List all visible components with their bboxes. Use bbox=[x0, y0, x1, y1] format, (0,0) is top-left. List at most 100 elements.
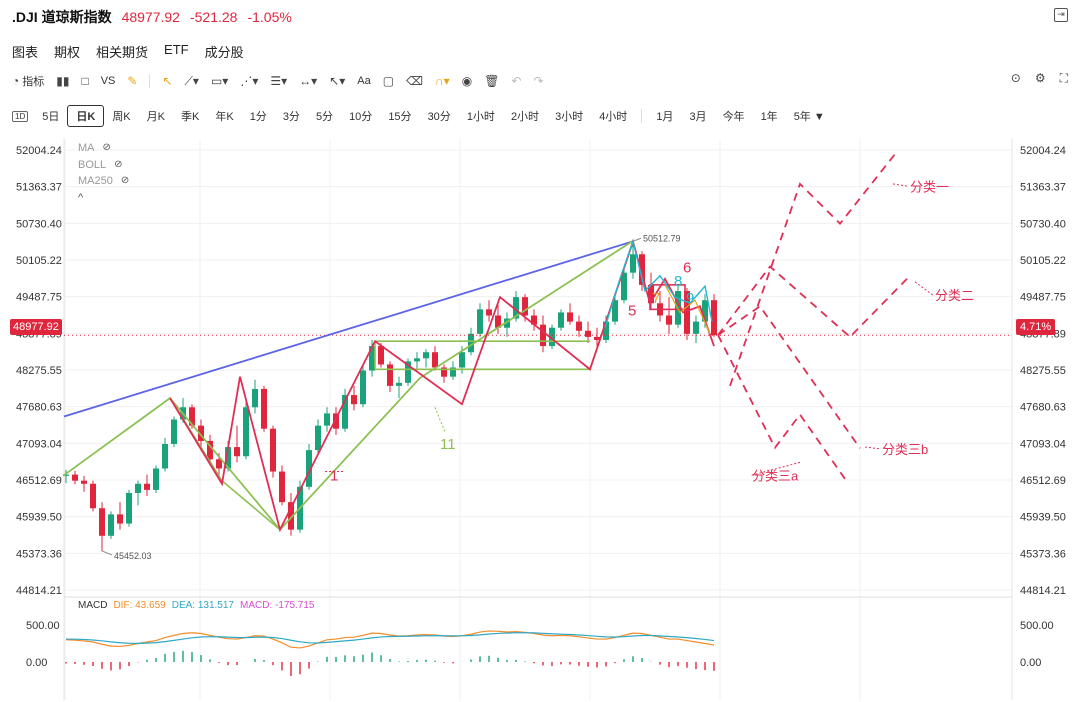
square-icon[interactable]: □ bbox=[81, 74, 89, 88]
forecast-path-2 bbox=[717, 265, 911, 339]
price-tick-right: 51363.37 bbox=[1020, 182, 1066, 194]
period-box[interactable]: 1D bbox=[12, 110, 29, 122]
period-4h[interactable]: 4小时 bbox=[599, 111, 628, 123]
period-10m[interactable]: 10分 bbox=[349, 111, 373, 123]
candle-body bbox=[477, 309, 483, 334]
indicator-button[interactable]: ◔ 指标 bbox=[12, 73, 44, 89]
arrow-tool-icon[interactable]: ↖▾ bbox=[329, 74, 346, 88]
candle-body bbox=[441, 367, 447, 377]
measure-tool-icon[interactable]: ↔▾ bbox=[299, 74, 318, 88]
candle-body bbox=[198, 425, 204, 441]
eraser-icon[interactable]: ⌫ bbox=[406, 74, 424, 88]
fib-tool-icon[interactable]: ☰▾ bbox=[270, 74, 288, 88]
macd-hist-value: MACD: -175.715 bbox=[239, 600, 315, 611]
period-quarterly[interactable]: 季K bbox=[181, 111, 200, 123]
eye-hidden-icon[interactable]: ⊘ bbox=[114, 158, 123, 170]
range-1y[interactable]: 1年 bbox=[760, 111, 778, 123]
trash-icon[interactable]: 🗑 bbox=[484, 74, 500, 88]
price-tick-left: 45373.36 bbox=[16, 548, 62, 560]
text-tool-button[interactable]: Aa bbox=[357, 75, 371, 87]
pattern-tool-icon[interactable]: ⋰▾ bbox=[240, 74, 259, 88]
symbol-name: .DJI 道琼斯指数 bbox=[12, 9, 112, 25]
period-yearly[interactable]: 年K bbox=[215, 111, 234, 123]
period-30m[interactable]: 30分 bbox=[427, 111, 451, 123]
period-1h[interactable]: 1小时 bbox=[466, 111, 495, 123]
settings-icon[interactable]: ⚙ bbox=[1034, 71, 1046, 85]
rectangle-tool-icon[interactable]: ▭▾ bbox=[210, 74, 229, 88]
price-tick-right: 47680.63 bbox=[1020, 402, 1066, 414]
macd-title: MACD bbox=[78, 600, 108, 611]
period-divider bbox=[641, 109, 643, 123]
period-weekly[interactable]: 周K bbox=[112, 111, 131, 123]
price-tick-right: 50730.40 bbox=[1020, 218, 1066, 230]
drawing-toolbar: ◔ 指标 ▮▮ □ VS ✎ ↖ ⟋▾ ▭▾ ⋰▾ ☰▾ ↔▾ ↖▾ Aa ▢ ⌫… bbox=[12, 72, 544, 90]
candle-body bbox=[216, 459, 222, 469]
price-change-pct: -1.05% bbox=[247, 9, 292, 25]
period-3m[interactable]: 3分 bbox=[282, 111, 300, 123]
redo-icon[interactable]: ↷ bbox=[533, 74, 544, 88]
candle-body bbox=[630, 254, 636, 273]
indicator-boll[interactable]: BOLL ⊘ bbox=[78, 157, 129, 174]
candle-body bbox=[432, 352, 438, 368]
candle-body bbox=[495, 315, 501, 328]
macd-legend: MACD DIF: 43.659 DEA: 131.517 MACD: -175… bbox=[78, 600, 314, 611]
undo-icon[interactable]: ↶ bbox=[511, 74, 522, 88]
period-daily[interactable]: 日K bbox=[67, 105, 105, 127]
cursor-icon[interactable]: ↖ bbox=[162, 74, 173, 88]
candle-body bbox=[306, 450, 312, 487]
tab-options[interactable]: 期权 bbox=[54, 45, 81, 60]
tab-etf[interactable]: ETF bbox=[164, 42, 189, 57]
range-ytd[interactable]: 今年 bbox=[722, 111, 745, 123]
period-1m[interactable]: 1分 bbox=[249, 111, 267, 123]
candle-body bbox=[99, 508, 105, 536]
collapse-indicators[interactable]: ^ bbox=[78, 190, 129, 207]
macd-tick-right: 0.00 bbox=[1020, 657, 1041, 669]
macd-dif-line bbox=[65, 630, 715, 649]
price-tick-left: 50730.40 bbox=[16, 218, 62, 230]
fullscreen-icon[interactable]: ⛶ bbox=[1059, 71, 1068, 85]
price-tick-right: 48275.55 bbox=[1020, 365, 1066, 377]
period-3h[interactable]: 3小时 bbox=[555, 111, 584, 123]
forecast-path-3a bbox=[717, 334, 846, 480]
macd-dea-line bbox=[65, 632, 715, 644]
indicator-ma250[interactable]: MA250 ⊘ bbox=[78, 173, 129, 190]
candle-body bbox=[423, 352, 429, 359]
compare-button[interactable]: VS bbox=[100, 75, 116, 87]
candle-type-icon[interactable]: ▮▮ bbox=[56, 74, 70, 88]
period-15m[interactable]: 15分 bbox=[388, 111, 412, 123]
candle-body bbox=[351, 395, 357, 405]
candle-body bbox=[153, 468, 159, 490]
tab-chart[interactable]: 图表 bbox=[12, 45, 39, 60]
high-pointer bbox=[632, 237, 642, 242]
indicator-ma[interactable]: MA ⊘ bbox=[78, 140, 129, 157]
eye-icon[interactable]: ◉ bbox=[461, 74, 473, 88]
price-tick-left: 48275.55 bbox=[16, 365, 62, 377]
period-5m[interactable]: 5分 bbox=[315, 111, 334, 123]
range-5y[interactable]: 5年 ▼ bbox=[793, 111, 825, 123]
period-2h[interactable]: 2小时 bbox=[510, 111, 540, 123]
eye-hidden-icon[interactable]: ⊘ bbox=[120, 175, 130, 187]
trendline-icon[interactable]: ⟋▾ bbox=[184, 74, 199, 88]
period-5d[interactable]: 5日 bbox=[42, 111, 60, 123]
magnet-icon[interactable]: ∩▾ bbox=[435, 74, 450, 88]
range-1mo[interactable]: 1月 bbox=[656, 111, 674, 123]
candle-body bbox=[81, 480, 87, 484]
tab-components[interactable]: 成分股 bbox=[204, 45, 244, 60]
low-pointer bbox=[101, 550, 113, 556]
wave-label: 11 bbox=[440, 436, 456, 453]
expand-icon[interactable]: ⇥ bbox=[1054, 8, 1068, 22]
comment-icon[interactable]: ▢ bbox=[382, 74, 395, 88]
eye-hidden-icon[interactable]: ⊘ bbox=[102, 142, 111, 154]
macd-dea-value: DEA: 131.517 bbox=[171, 600, 234, 611]
range-3mo[interactable]: 3月 bbox=[689, 111, 707, 123]
indicator-list: MA ⊘ BOLL ⊘ MA250 ⊘ ^ bbox=[78, 140, 129, 206]
pen-icon[interactable]: ✎ bbox=[127, 74, 138, 88]
tab-futures[interactable]: 相关期货 bbox=[96, 45, 149, 60]
candle-body bbox=[126, 492, 132, 524]
period-bar: 1D 5日 日K 周K 月K 季K 年K 1分 3分 5分 10分 15分 30… bbox=[12, 105, 833, 127]
period-monthly[interactable]: 月K bbox=[146, 111, 165, 123]
price-tick-left: 47680.63 bbox=[16, 402, 62, 414]
camera-icon[interactable]: ⊙ bbox=[1010, 71, 1021, 85]
candle-body bbox=[90, 483, 96, 509]
chart-canvas[interactable]: 52004.24 52004.24 51363.37 51363.37 50730.40… bbox=[0, 130, 1080, 702]
